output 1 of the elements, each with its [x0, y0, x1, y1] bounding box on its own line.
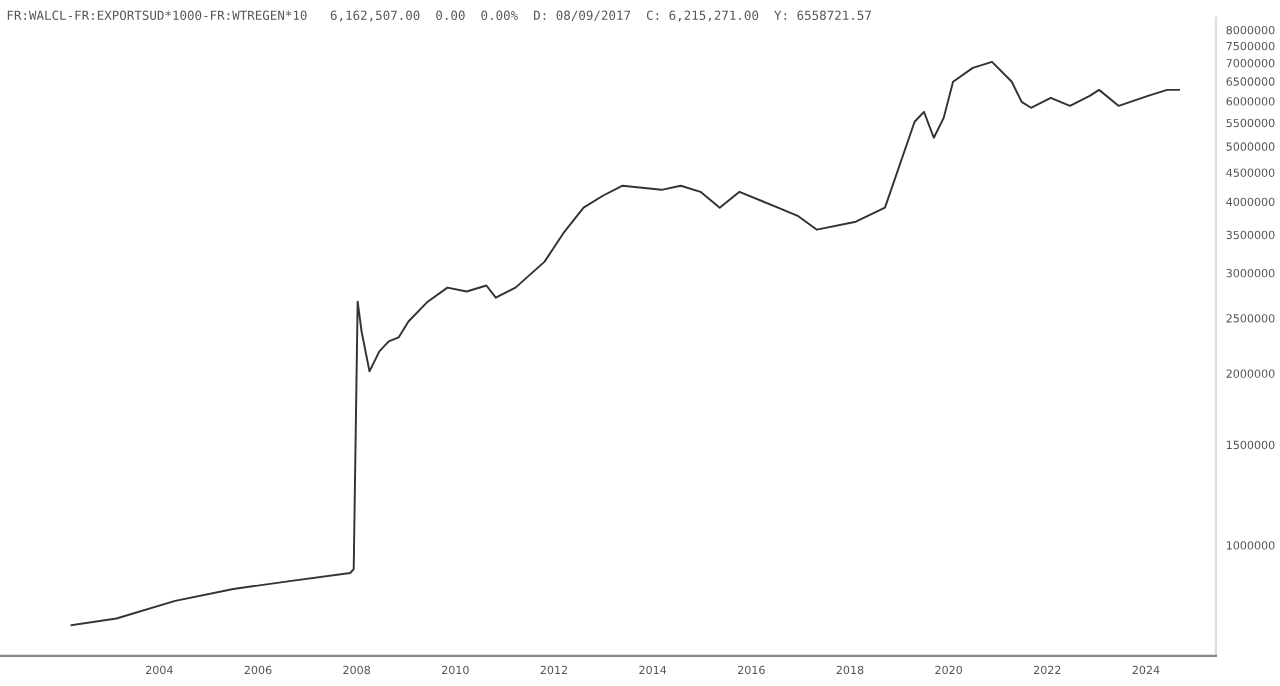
line-series: [70, 60, 1180, 627]
